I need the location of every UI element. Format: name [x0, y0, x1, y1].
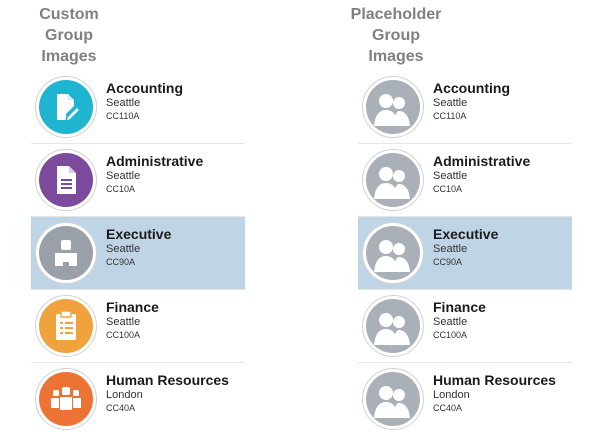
group-city: London	[106, 389, 143, 401]
group-name: Administrative	[433, 153, 531, 169]
list-item-administrative[interactable]: Administrative Seattle CC10A	[31, 144, 245, 217]
group-code: CC40A	[433, 403, 463, 413]
avatar	[362, 76, 424, 138]
avatar	[35, 368, 97, 430]
list-item-accounting[interactable]: Accounting Seattle CC110A	[358, 71, 572, 144]
group-city: Seattle	[433, 316, 468, 328]
avatar	[35, 295, 97, 357]
group-placeholder-icon	[366, 372, 420, 426]
custom-group-images-panel: Custom Group Images Accounting Seattle	[31, 0, 245, 430]
group-city: Seattle	[433, 97, 468, 109]
group-city: Seattle	[106, 170, 141, 182]
group-code: CC40A	[106, 403, 136, 413]
group-name: Finance	[106, 299, 159, 315]
custom-group-list: Accounting Seattle CC110A	[31, 71, 245, 436]
list-item-human-resources[interactable]: Human Resources London CC40A	[358, 363, 572, 436]
group-placeholder-icon	[366, 80, 420, 134]
placeholder-group-list: Accounting Seattle CC110A	[358, 71, 572, 436]
list-item-human-resources[interactable]: Human Resources London CC40A	[31, 363, 245, 436]
group-code: CC90A	[433, 257, 463, 267]
list-item-executive[interactable]: Executive Seattle CC90A	[31, 217, 245, 290]
group-code: CC100A	[106, 330, 141, 340]
avatar	[35, 76, 97, 138]
people-group-icon	[39, 372, 93, 426]
group-code: CC110A	[433, 111, 467, 121]
group-city: Seattle	[433, 170, 468, 182]
group-code: CC10A	[433, 184, 463, 194]
group-city: Seattle	[433, 243, 468, 255]
group-name: Administrative	[106, 153, 204, 169]
group-city: Seattle	[106, 243, 141, 255]
person-icon	[39, 226, 93, 280]
group-name: Accounting	[106, 80, 183, 96]
avatar	[362, 295, 424, 357]
group-name: Human Resources	[106, 372, 229, 388]
group-city: London	[433, 389, 470, 401]
list-item-administrative[interactable]: Administrative Seattle CC10A	[358, 144, 572, 217]
group-placeholder-icon	[366, 226, 420, 280]
group-placeholder-icon	[366, 153, 420, 207]
group-city: Seattle	[106, 97, 141, 109]
avatar	[362, 368, 424, 430]
group-name: Human Resources	[433, 372, 556, 388]
group-name: Accounting	[433, 80, 510, 96]
list-item-finance[interactable]: Finance Seattle CC100A	[358, 290, 572, 363]
list-item-executive[interactable]: Executive Seattle CC90A	[358, 217, 572, 290]
placeholder-panel-header: Placeholder Group Images	[350, 6, 442, 65]
group-code: CC90A	[106, 257, 136, 267]
document-edit-icon	[39, 80, 93, 134]
clipboard-icon	[39, 299, 93, 353]
group-name: Executive	[433, 226, 499, 242]
group-code: CC100A	[433, 330, 468, 340]
group-city: Seattle	[106, 316, 141, 328]
group-placeholder-icon	[366, 299, 420, 353]
custom-panel-header: Custom Group Images	[39, 6, 99, 65]
avatar	[35, 149, 97, 211]
avatar	[362, 222, 424, 284]
placeholder-group-images-panel: Placeholder Group Images Accounting	[351, 0, 572, 430]
avatar	[362, 149, 424, 211]
group-name: Executive	[106, 226, 172, 242]
group-code: CC110A	[106, 111, 140, 121]
group-name: Finance	[433, 299, 486, 315]
avatar	[35, 222, 97, 284]
list-item-accounting[interactable]: Accounting Seattle CC110A	[31, 71, 245, 144]
group-code: CC10A	[106, 184, 136, 194]
document-icon	[39, 153, 93, 207]
list-item-finance[interactable]: Finance Seattle CC100A	[31, 290, 245, 363]
